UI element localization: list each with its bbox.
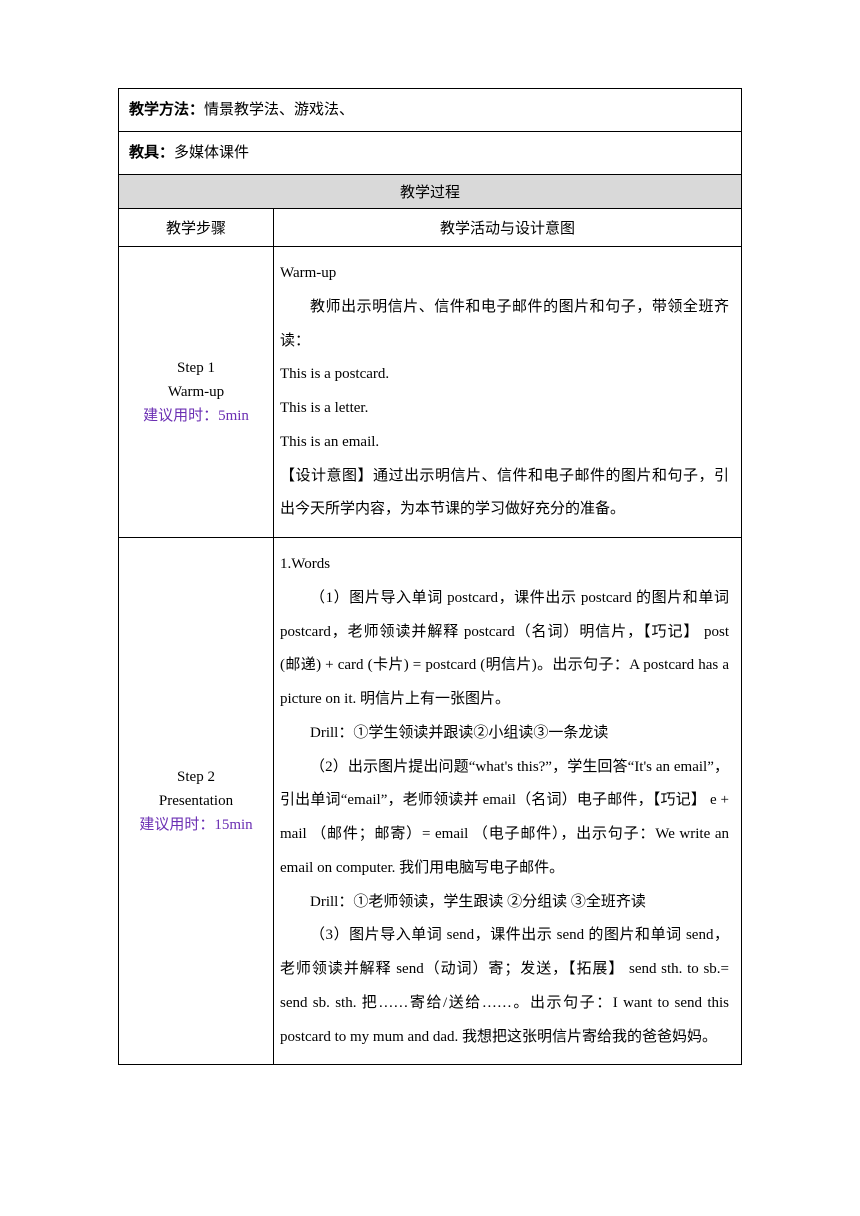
method-value: 情景教学法、游戏法、 — [204, 102, 354, 118]
step2-name-cn: Presentation — [125, 789, 267, 813]
step1-line: 教师出示明信片、信件和电子邮件的图片和句子，带领全班齐读： — [280, 291, 729, 359]
step1-activity: Warm-up 教师出示明信片、信件和电子邮件的图片和句子，带领全班齐读： Th… — [274, 247, 742, 538]
teaching-tools-cell: 教具：多媒体课件 — [119, 132, 742, 175]
lesson-plan-table: 教学方法：情景教学法、游戏法、 教具：多媒体课件 教学过程 教学步骤 教学活动与… — [118, 88, 742, 1065]
step1-line: Warm-up — [280, 257, 729, 291]
step2-line: Drill：①老师领读，学生跟读 ②分组读 ③全班齐读 — [280, 886, 729, 920]
step2-name-en: Step 2 — [125, 765, 267, 789]
step2-line: 1.Words — [280, 548, 729, 582]
step2-line: （2）出示图片提出问题“what's this?”，学生回答“It's an e… — [280, 751, 729, 886]
step1-line: This is an email. — [280, 426, 729, 460]
step1-name-en: Step 1 — [125, 356, 267, 380]
step2-line: （1）图片导入单词 postcard，课件出示 postcard 的图片和单词 … — [280, 582, 729, 717]
step1-line: This is a letter. — [280, 392, 729, 426]
tools-label: 教具： — [129, 145, 174, 161]
column-header-step: 教学步骤 — [119, 209, 274, 247]
teaching-method-cell: 教学方法：情景教学法、游戏法、 — [119, 89, 742, 132]
tools-value: 多媒体课件 — [174, 145, 249, 161]
step1-line: This is a postcard. — [280, 358, 729, 392]
step1-line: 【设计意图】通过出示明信片、信件和电子邮件的图片和句子，引出今天所学内容，为本节… — [280, 460, 729, 528]
step-row: Step 1 Warm-up 建议用时：5min Warm-up 教师出示明信片… — [119, 247, 742, 538]
step1-name-cn: Warm-up — [125, 380, 267, 404]
step2-activity: 1.Words （1）图片导入单词 postcard，课件出示 postcard… — [274, 538, 742, 1065]
method-label: 教学方法： — [129, 102, 204, 118]
step1-label-cell: Step 1 Warm-up 建议用时：5min — [119, 247, 274, 538]
step2-time: 建议用时：15min — [125, 813, 267, 837]
step2-label-cell: Step 2 Presentation 建议用时：15min — [119, 538, 274, 1065]
step2-line: （3）图片导入单词 send，课件出示 send 的图片和单词 send，老师领… — [280, 919, 729, 1054]
step1-time: 建议用时：5min — [125, 404, 267, 428]
process-header: 教学过程 — [119, 175, 742, 209]
step-row: Step 2 Presentation 建议用时：15min 1.Words （… — [119, 538, 742, 1065]
step2-line: Drill：①学生领读并跟读②小组读③一条龙读 — [280, 717, 729, 751]
column-header-activity: 教学活动与设计意图 — [274, 209, 742, 247]
